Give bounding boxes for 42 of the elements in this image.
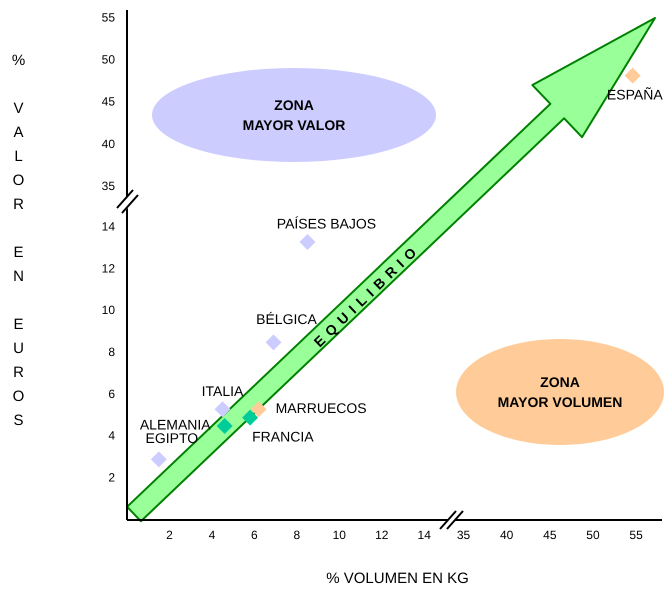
series-label: ESPAÑA [606,86,664,102]
point [299,234,316,250]
y-tick-label: 8 [108,344,116,359]
point [216,418,233,434]
series-label: ALEMANIA [140,416,212,433]
point [242,410,258,426]
y-tick-label: 10 [102,303,116,318]
x-axis-title: % VOLUMEN EN KG [325,570,470,587]
y-tick-label: 55 [102,10,116,25]
x-tick-label: 12 [375,528,389,542]
y-tick-label: 12 [102,261,116,276]
annotation: ZONA MAYOR VOLUMEN [498,374,622,410]
series-label: PAÍSES BAJOS [276,216,376,232]
x-tick-label: 10 [332,528,346,542]
series-label: EGIPTO [146,430,198,446]
y-tick-label: 35 [102,178,116,193]
x-tick-label: 55 [629,528,644,542]
x-tick-label: 35 [456,528,471,542]
series-label: FRANCIA [252,428,314,444]
y-axis-title: % VALOR EN EUROS [10,52,28,436]
y-tick-label: 2 [108,470,116,484]
annotation: ZONA MAYOR VALOR [242,97,346,133]
point [150,451,167,468]
y-tick-label: 45 [102,94,116,109]
x-tick-label: 40 [500,528,514,542]
x-tick-label: 6 [251,528,258,542]
x-tick-label: 14 [418,528,432,542]
y-tick-label: 4 [108,428,116,443]
point [250,401,267,418]
x-tick-label: 8 [293,528,300,542]
x-tick-label: 50 [586,528,600,542]
y-tick-label: 40 [102,136,116,151]
y-tick-label: 14 [102,220,116,234]
x-tick-label: 2 [166,528,174,542]
series-label: ITALIA [202,382,244,399]
series-label: MARRUECOS [276,400,367,416]
x-tick-label: 45 [543,528,557,542]
y-tick-label: 6 [108,386,116,401]
y-tick-label: 50 [102,52,116,67]
point [265,334,282,350]
x-tick-label: 4 [208,528,216,542]
point [214,401,231,418]
